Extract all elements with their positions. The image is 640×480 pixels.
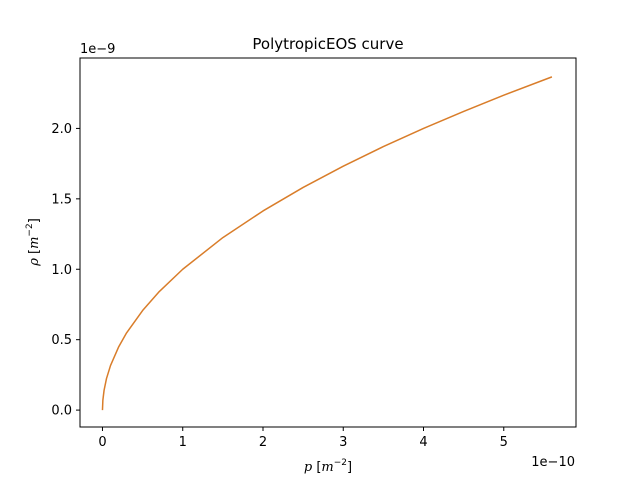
y-tick-label: 1.5: [51, 192, 72, 207]
plot-area: [101, 76, 553, 411]
y-tick-label: 1.0: [51, 263, 72, 278]
y-tick-label: 0.5: [51, 333, 72, 348]
chart-title: PolytropicEOS curve: [252, 35, 403, 53]
y-tick-label: 0.0: [51, 404, 72, 419]
x-tick-label: 4: [419, 435, 427, 450]
x-tick-label: 2: [259, 435, 267, 450]
x-tick-label: 0: [98, 435, 106, 450]
axes: 0 1 2 3 4 5 0.0 0.5 1.0 1.5 2.0: [51, 57, 577, 450]
x-tick-label: 1: [179, 435, 187, 450]
x-tick-label: 5: [500, 435, 508, 450]
x-offset-text: 1e−10: [531, 455, 575, 470]
x-tick-label: 3: [339, 435, 347, 450]
axes-frame: [79, 57, 577, 428]
y-offset-text: 1e−9: [80, 42, 115, 57]
y-tick-label: 2.0: [51, 122, 72, 137]
series-line-0: [101, 76, 553, 411]
